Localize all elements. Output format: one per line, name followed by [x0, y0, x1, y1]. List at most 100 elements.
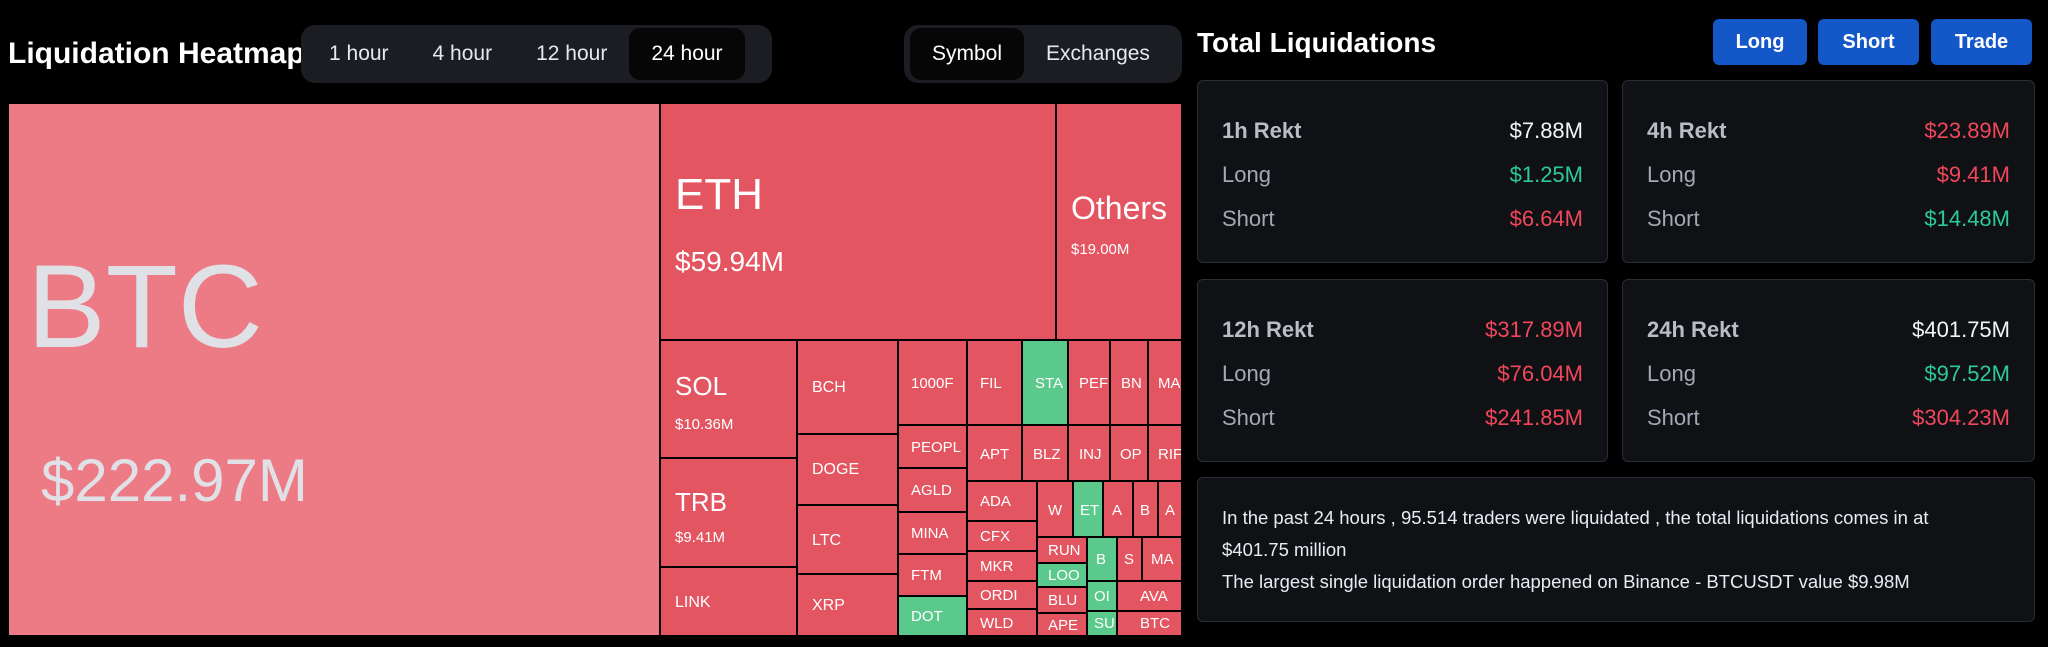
tile-btc-small[interactable]: BTC: [1117, 611, 1182, 636]
total-liquidations-title: Total Liquidations: [1197, 27, 1437, 58]
tile-symbol: ADA: [980, 493, 1011, 510]
tile-ordi[interactable]: ORDI: [967, 581, 1037, 609]
liquidation-treemap: BTC $222.97M ETH $59.94M Others $19.00M …: [8, 103, 1182, 636]
tile-ltc[interactable]: LTC: [797, 505, 898, 574]
tile-symbol: MINA: [911, 525, 949, 542]
tile-value: $19.00M: [1071, 241, 1130, 258]
tile-a2[interactable]: A: [1158, 481, 1182, 537]
tile-value: $9.41M: [675, 529, 726, 546]
tile-symbol: B: [1140, 502, 1151, 519]
summary-line: In the past 24 hours , 95.514 traders we…: [1222, 507, 1929, 528]
tile-wld[interactable]: WLD: [967, 609, 1037, 636]
tile-mina[interactable]: MINA: [898, 512, 967, 554]
heatmap-title: Liquidation Heatmap: [8, 37, 305, 70]
tile-agld[interactable]: AGLD: [898, 468, 967, 512]
rekt-card-12h: 12h Rekt $317.89M Long $76.04M Short $241.8…: [1197, 279, 1608, 462]
tile-sol[interactable]: SOL $10.36M: [660, 340, 797, 458]
tile-symbol: BCH: [812, 379, 846, 396]
tile-symbol: STA: [1035, 375, 1064, 392]
tile-symbol: A: [1165, 502, 1176, 519]
tile-bch[interactable]: BCH: [797, 340, 898, 434]
tile-apt[interactable]: APT: [967, 425, 1022, 481]
short-value: $14.48M: [1924, 206, 2010, 231]
rekt-card-1h: 1h Rekt $7.88M Long $1.25M Short $6.64M: [1197, 80, 1608, 263]
tile-pef[interactable]: PEF: [1068, 340, 1110, 425]
tile-1000f[interactable]: 1000F: [898, 340, 967, 425]
tab-exchanges[interactable]: Exchanges: [1046, 42, 1150, 65]
tile-w[interactable]: W: [1037, 481, 1073, 537]
tile-ftm[interactable]: FTM: [898, 554, 967, 596]
short-label: Short: [1222, 405, 1275, 430]
long-label: Long: [1222, 162, 1271, 187]
rekt-card-4h: 4h Rekt $23.89M Long $9.41M Short $14.48M: [1622, 80, 2035, 263]
tile-s[interactable]: S: [1117, 537, 1142, 581]
tile-doge[interactable]: DOGE: [797, 434, 898, 505]
long-button[interactable]: Long: [1713, 19, 1807, 65]
tile-dot[interactable]: DOT: [898, 596, 967, 636]
tile-ape[interactable]: APE: [1037, 613, 1087, 636]
tile-symbol: DOGE: [812, 461, 860, 478]
tile-link[interactable]: LINK: [660, 567, 797, 636]
tile-ma2[interactable]: MA: [1142, 537, 1182, 581]
tile-inj[interactable]: INJ: [1068, 425, 1110, 481]
tile-a[interactable]: A: [1103, 481, 1133, 537]
time-range-tabs: 1 hour 4 hour 12 hour 24 hour: [301, 25, 772, 83]
tile-eth[interactable]: ETH $59.94M: [660, 103, 1056, 340]
tab-symbol[interactable]: Symbol: [910, 28, 1025, 80]
tile-blz[interactable]: BLZ: [1022, 425, 1068, 481]
tab-24-hour[interactable]: 24 hour: [629, 28, 745, 80]
tile-blu[interactable]: BLU: [1037, 587, 1087, 613]
tile-symbol: OI: [1094, 588, 1110, 605]
view-tabs: Symbol Exchanges: [904, 25, 1182, 83]
short-value: $6.64M: [1509, 206, 1583, 231]
tile-run[interactable]: RUN: [1037, 537, 1087, 563]
tile-fil[interactable]: FIL: [967, 340, 1022, 425]
tile-value: $10.36M: [675, 416, 734, 433]
short-label: Short: [1647, 206, 1700, 231]
tile-people[interactable]: PEOPL: [898, 425, 967, 468]
summary-line: The largest single liquidation order hap…: [1222, 571, 1910, 592]
tile-symbol: Others: [1071, 190, 1168, 226]
tile-symbol: WLD: [980, 615, 1014, 632]
long-value: $9.41M: [1936, 162, 2010, 187]
tile-ada[interactable]: ADA: [967, 481, 1037, 521]
tile-symbol: FTM: [911, 567, 942, 584]
card-title: 1h Rekt: [1222, 118, 1302, 143]
short-button[interactable]: Short: [1818, 19, 1919, 65]
tile-symbol: B: [1096, 551, 1107, 568]
tile-symbol: TRB: [675, 487, 727, 517]
tile-symbol: OP: [1120, 446, 1142, 463]
long-value: $76.04M: [1497, 361, 1583, 386]
tile-trb[interactable]: TRB $9.41M: [660, 458, 797, 567]
tile-cfx[interactable]: CFX: [967, 521, 1037, 551]
tile-btc[interactable]: BTC $222.97M: [8, 103, 660, 636]
tile-rif[interactable]: RIF: [1148, 425, 1182, 481]
tile-xrp[interactable]: XRP: [797, 574, 898, 636]
tile-oi[interactable]: OI: [1087, 581, 1117, 611]
tab-4-hour[interactable]: 4 hour: [432, 42, 493, 65]
tile-others[interactable]: Others $19.00M: [1056, 103, 1182, 340]
tile-op[interactable]: OP: [1110, 425, 1148, 481]
tile-ava[interactable]: AVA: [1117, 581, 1182, 611]
tile-b2[interactable]: B: [1087, 537, 1117, 581]
tile-symbol: XRP: [812, 597, 845, 614]
tile-sta[interactable]: STA: [1022, 340, 1068, 425]
tile-ma[interactable]: MA: [1148, 340, 1182, 425]
tile-value: $222.97M: [41, 447, 308, 514]
summary-line: $401.75 million: [1222, 539, 1347, 560]
tile-loo[interactable]: LOO: [1037, 563, 1087, 587]
rekt-card-24h: 24h Rekt $401.75M Long $97.52M Short $304.2…: [1622, 279, 2035, 462]
tile-symbol: MKR: [980, 558, 1014, 575]
tile-b[interactable]: B: [1133, 481, 1158, 537]
trade-button[interactable]: Trade: [1931, 19, 2032, 65]
tile-su[interactable]: SU: [1087, 611, 1117, 636]
tile-symbol: FIL: [980, 375, 1002, 392]
tab-1-hour[interactable]: 1 hour: [329, 42, 389, 65]
tile-mkr[interactable]: MKR: [967, 551, 1037, 581]
tile-symbol: W: [1048, 502, 1063, 519]
tile-bn[interactable]: BN: [1110, 340, 1148, 425]
tab-12-hour[interactable]: 12 hour: [536, 42, 608, 65]
tile-et[interactable]: ET: [1073, 481, 1103, 537]
long-value: $97.52M: [1924, 361, 2010, 386]
tile-symbol: BN: [1121, 375, 1142, 392]
